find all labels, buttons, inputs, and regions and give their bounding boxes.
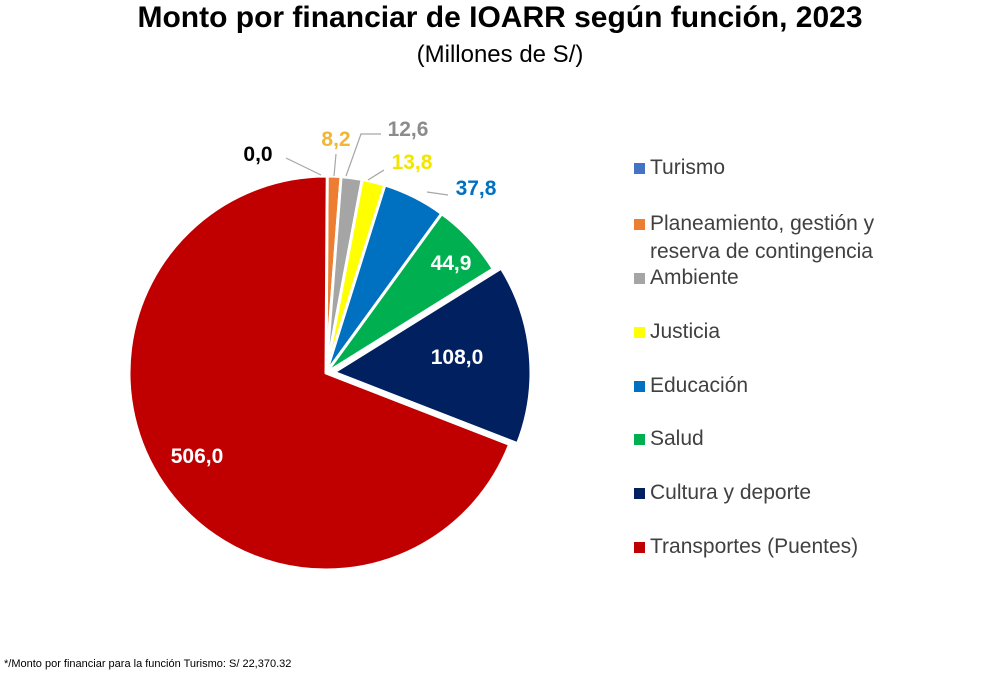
leader-lines — [285, 133, 449, 196]
leader-line-4 — [367, 169, 385, 181]
pie-slice-7 — [332, 266, 533, 446]
data-label-2: 8,2 — [321, 128, 350, 151]
leader-line-2 — [333, 153, 337, 177]
legend-item: Planeamiento, gestión y reserva de conti… — [634, 210, 874, 266]
data-label-8: 506,0 — [171, 445, 224, 468]
footnote: */Monto por financiar para la función Tu… — [4, 658, 292, 670]
data-label-3: 12,6 — [388, 118, 429, 141]
legend-item: Salud — [634, 425, 704, 453]
legend-label: Justicia — [650, 320, 721, 343]
legend-item: Turismo — [634, 154, 725, 182]
legend-label: Turismo — [650, 156, 726, 179]
legend-item: Cultura y deporte — [634, 479, 811, 507]
legend-swatch — [634, 381, 645, 392]
legend-label: Cultura y deporte — [650, 481, 812, 504]
legend-swatch — [634, 163, 645, 174]
legend-swatch — [634, 273, 645, 284]
legend-label: Educación — [650, 374, 749, 397]
pie-slices — [127, 174, 533, 572]
data-label-7: 108,0 — [431, 346, 484, 369]
chart-title: Monto por financiar de IOARR según funci… — [137, 1, 863, 34]
pie-slice-6 — [324, 212, 495, 375]
leader-line-5 — [426, 191, 449, 196]
data-label-5: 37,8 — [456, 177, 497, 200]
legend-swatch — [634, 327, 645, 338]
chart-subtitle: (Millones de S/) — [416, 41, 584, 68]
legend-item: Justicia — [634, 318, 720, 346]
pie-slice-8 — [127, 174, 512, 572]
legend-swatch — [634, 434, 645, 445]
legend-item: Educación — [634, 372, 748, 400]
legend-label: Planeamiento, gestión y reserva de conti… — [650, 212, 875, 263]
data-labels: 0,0 8,2 12,6 13,8 37,8 44,9 108,0 506,0 — [171, 118, 497, 468]
legend-item: Ambiente — [634, 264, 739, 292]
legend-swatch — [634, 542, 645, 553]
leader-line-1 — [285, 157, 322, 176]
data-label-1: 0,0 — [243, 143, 272, 166]
data-label-6: 44,9 — [431, 252, 472, 275]
legend-item: Transportes (Puentes) — [634, 533, 858, 561]
data-label-4: 13,8 — [392, 151, 433, 174]
legend-swatch — [634, 488, 645, 499]
legend-swatch — [634, 219, 645, 230]
legend-label: Transportes (Puentes) — [650, 535, 859, 558]
legend-label: Ambiente — [650, 266, 739, 289]
leader-line-3 — [345, 133, 381, 177]
legend-label: Salud — [650, 427, 704, 450]
